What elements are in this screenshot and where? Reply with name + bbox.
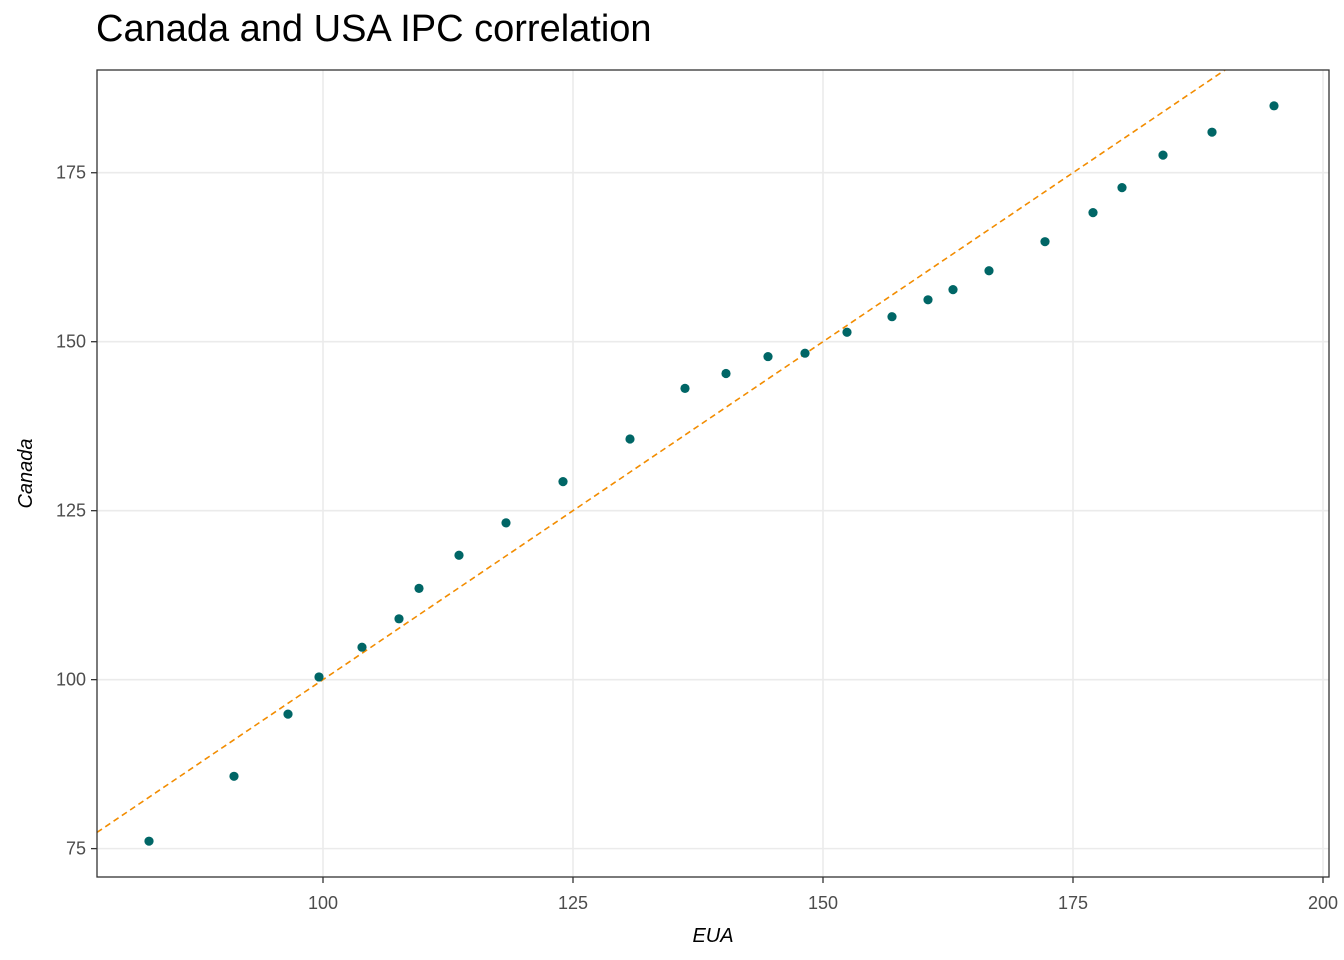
- x-axis: 100 125 150 175 200: [308, 877, 1338, 913]
- y-axis: 75 100 125 150 175: [56, 163, 97, 859]
- data-point: [763, 351, 773, 362]
- x-tick-label: 125: [558, 893, 588, 913]
- x-tick-label: 100: [308, 893, 338, 913]
- data-point: [501, 518, 511, 528]
- y-tick-label: 150: [56, 332, 86, 352]
- y-tick-label: 175: [56, 163, 86, 183]
- reference-line: [97, 70, 1227, 834]
- data-point: [1117, 183, 1127, 193]
- chart-title: Canada and USA IPC correlation: [96, 8, 652, 50]
- grid: [97, 70, 1329, 877]
- x-tick-label: 175: [1058, 893, 1088, 913]
- x-axis-title: EUA: [692, 925, 733, 947]
- data-point: [680, 383, 690, 393]
- data-point: [800, 348, 810, 358]
- data-point: [283, 709, 293, 719]
- data-point: [887, 312, 897, 322]
- data-point: [984, 266, 994, 276]
- x-tick-label: 150: [808, 893, 838, 913]
- data-point: [394, 614, 404, 624]
- x-tick-label: 200: [1308, 893, 1338, 913]
- data-point: [1207, 127, 1217, 137]
- data-point: [144, 836, 154, 846]
- data-point: [357, 642, 367, 652]
- data-points: [144, 101, 1279, 846]
- y-tick-label: 125: [56, 501, 86, 521]
- data-point: [842, 327, 852, 337]
- data-point: [414, 583, 424, 593]
- data-point: [1040, 237, 1050, 247]
- y-axis-title: Canada: [15, 438, 37, 508]
- data-point: [1269, 101, 1279, 111]
- data-point: [1088, 208, 1098, 218]
- data-point: [558, 477, 568, 487]
- data-point: [923, 295, 933, 305]
- data-point: [1158, 150, 1168, 160]
- data-point: [948, 285, 958, 295]
- data-point: [229, 771, 239, 781]
- y-tick-label: 75: [66, 839, 86, 859]
- data-point: [314, 672, 324, 682]
- data-point: [721, 368, 731, 379]
- panel-border: [96, 69, 1330, 878]
- data-point: [454, 550, 464, 560]
- y-tick-label: 100: [56, 670, 86, 690]
- data-point: [625, 434, 635, 444]
